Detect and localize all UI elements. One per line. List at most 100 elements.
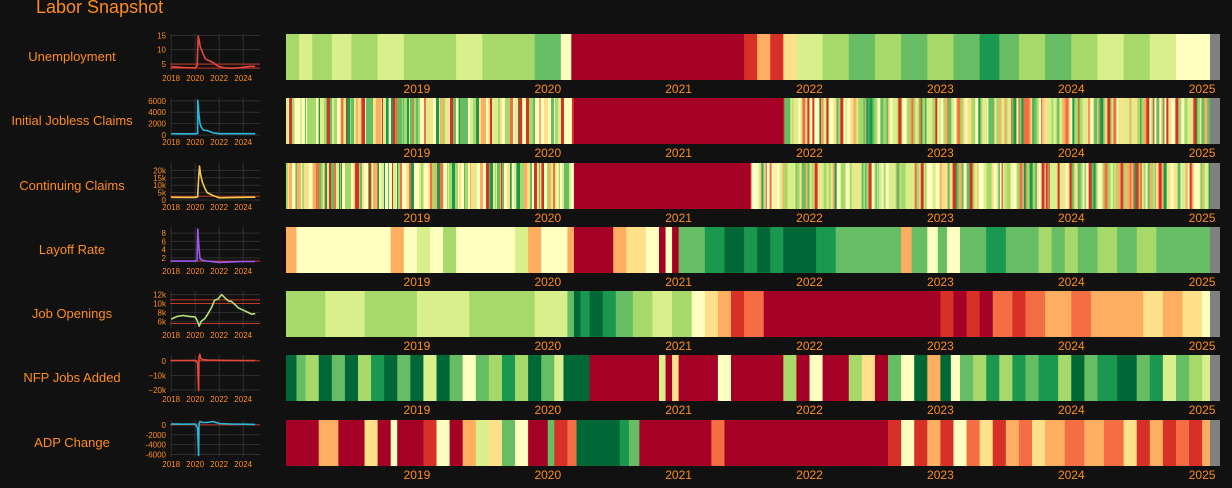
heatmap-cell (365, 163, 367, 209)
heatmap-cell (1048, 163, 1051, 209)
heatmap-cell (1202, 163, 1206, 209)
heatmap-cell (1184, 98, 1186, 144)
heatmap-cell (1025, 163, 1028, 209)
heatmap-cell (289, 163, 293, 209)
heatmap-cell (1073, 163, 1076, 209)
heatmap-cell (978, 98, 981, 144)
heatmap-x-tick: 2025 (1189, 275, 1216, 289)
heatmap-cell (1205, 163, 1210, 209)
row-nfp-jobs-added: NFP Jobs Added 2018 2020 2022 2024 −20k −10k 0… (0, 353, 1232, 417)
heatmap-x-tick: 2021 (665, 339, 692, 353)
heatmap-cell (1097, 34, 1125, 80)
heatmap-cell (1022, 163, 1025, 209)
heatmap-cell (816, 163, 819, 209)
heatmap-x-tick: 2023 (927, 339, 954, 353)
sparkline-series-line (171, 165, 256, 199)
heatmap-cell (1016, 163, 1021, 209)
heatmap-cell (294, 98, 296, 144)
heatmap-cell (899, 163, 902, 209)
sparkline-nfp-jobs-added: 2018 2020 2022 2024 −20k −10k 0 (148, 353, 260, 403)
heatmap-cell (927, 420, 941, 466)
heatmap-cell (861, 355, 876, 401)
heatmap-cell (782, 163, 786, 209)
heatmap-cell (486, 98, 488, 144)
heatmap-cell (757, 227, 771, 273)
heatmap-cell (992, 420, 1007, 466)
heatmap-cell (1138, 163, 1142, 209)
heatmap-cell (901, 227, 912, 273)
heatmap-cell (462, 163, 465, 209)
heatmap-cell (1017, 98, 1019, 144)
heatmap-cell (1023, 163, 1027, 209)
heatmap-cell (515, 98, 519, 144)
heatmap-cell (344, 355, 359, 401)
heatmap-cell (659, 227, 666, 273)
heatmap-cell (1005, 420, 1020, 466)
heatmap-cell (1084, 163, 1087, 209)
heatmap-cell (572, 98, 575, 144)
heatmap-cell (938, 98, 942, 144)
heatmap-cell (999, 355, 1013, 401)
heatmap-cell (390, 227, 405, 273)
heatmap-cell (855, 163, 858, 209)
heatmap-cell (986, 163, 991, 209)
heatmap-cell (1163, 163, 1168, 209)
heatmap-cell (955, 163, 958, 209)
heatmap-cell (999, 163, 1003, 209)
heatmap-cell (864, 163, 868, 209)
heatmap-cell (800, 98, 803, 144)
sparkline-x-tick: 2020 (186, 74, 204, 82)
heatmap-cell (1002, 163, 1005, 209)
heatmap-cell (924, 163, 928, 209)
heatmap-cell (512, 163, 515, 209)
heatmap-cell (1072, 98, 1075, 144)
heatmap-cell (1074, 98, 1078, 144)
heatmap-cell (1151, 163, 1155, 209)
heatmap-cell (1018, 34, 1046, 80)
heatmap-cell (308, 163, 310, 209)
heatmap-cell (925, 98, 927, 144)
heatmap-continuing-claims: 2019 2020 2021 2022 2023 2024 2025 (286, 163, 1220, 225)
heatmap-cell (475, 355, 490, 401)
sparkline-x-tick: 2020 (186, 331, 204, 339)
heatmap-cell (835, 227, 902, 273)
heatmap-cell (947, 163, 951, 209)
heatmap-cell (455, 163, 459, 209)
heatmap-cell (678, 227, 706, 273)
heatmap-cell (389, 98, 392, 144)
heatmap-cell (968, 163, 971, 209)
heatmap-cell (1074, 163, 1079, 209)
heatmap-cell (834, 163, 838, 209)
heatmap-cell (518, 98, 520, 144)
heatmap-cell (573, 163, 752, 209)
heatmap-cell (672, 355, 680, 401)
heatmap-cell (1044, 163, 1047, 209)
heatmap-cell (1047, 98, 1050, 144)
heatmap-cell (1091, 163, 1095, 209)
heatmap-cell (1153, 163, 1156, 209)
heatmap-missing-cell (1210, 227, 1220, 273)
heatmap-cell (986, 355, 1000, 401)
heatmap-cell (922, 98, 926, 144)
heatmap-cell (830, 163, 834, 209)
heatmap-cell (1158, 163, 1163, 209)
heatmap-cell (1181, 163, 1184, 209)
heatmap-cell (347, 163, 351, 209)
heatmap-cell (461, 163, 463, 209)
heatmap-cell (980, 163, 985, 209)
heatmap-cell (1115, 163, 1119, 209)
heatmap-cell (320, 98, 322, 144)
heatmap-cell (1005, 163, 1008, 209)
heatmap-cell (397, 355, 411, 401)
heatmap-cell (881, 163, 885, 209)
heatmap-cell (489, 163, 491, 209)
heatmap-cell (460, 98, 463, 144)
heatmap-x-tick: 2020 (534, 146, 561, 160)
heatmap-cell (364, 291, 418, 337)
heatmap-cell (717, 355, 732, 401)
heatmap-x-tick: 2025 (1189, 339, 1216, 353)
heatmap-cell (1026, 163, 1031, 209)
heatmap-cell (1007, 98, 1009, 144)
heatmap-cell (756, 163, 760, 209)
